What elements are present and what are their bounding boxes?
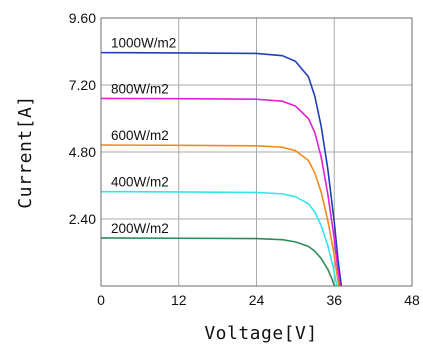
series-label-4: 200W/m2	[111, 221, 169, 236]
series-label-0: 1000W/m2	[111, 36, 176, 51]
y-axis-title: Current[A]	[15, 95, 36, 208]
y-tick-label-0: 2.40	[69, 211, 96, 227]
series-labels: 1000W/m2 800W/m2 600W/m2 400W/m2 200W/m2	[111, 36, 176, 236]
plot-frame	[100, 17, 413, 287]
series-line-1	[100, 97, 341, 287]
y-tick-label-1: 4.80	[69, 144, 96, 160]
x-axis-title: Voltage[V]	[204, 323, 317, 344]
x-tick-label-4: 48	[404, 292, 420, 308]
series-line-0	[100, 51, 343, 287]
x-tick-label-1: 12	[171, 292, 187, 308]
y-tick-label-3: 9.60	[69, 10, 96, 26]
plot-border	[100, 17, 413, 287]
x-tick-label-0: 0	[97, 292, 105, 308]
series-lines	[100, 51, 343, 287]
x-tick-label-2: 24	[249, 292, 265, 308]
series-label-2: 600W/m2	[111, 128, 169, 143]
series-label-3: 400W/m2	[111, 175, 169, 190]
series-line-3	[100, 190, 338, 287]
series-label-1: 800W/m2	[111, 81, 169, 96]
series-line-2	[100, 144, 340, 287]
x-tick-label-3: 36	[326, 292, 342, 308]
y-tick-label-2: 7.20	[69, 77, 96, 93]
series-line-4	[100, 237, 336, 287]
grid	[101, 18, 412, 286]
tick-labels: 0 12 24 36 48 2.40 4.80 7.20 9.60	[69, 10, 420, 308]
